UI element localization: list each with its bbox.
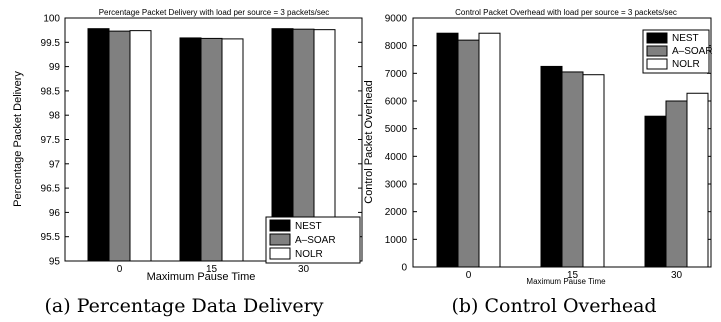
y-tick-label: 97.5 [41, 135, 61, 146]
bar-nolr-15 [583, 75, 604, 267]
y-tick-label: 95.5 [41, 232, 61, 243]
chart-title: Percentage Packet Delivery with load per… [99, 8, 330, 17]
y-tick-label: 97 [49, 159, 61, 170]
bar-nolr-30 [687, 93, 708, 267]
bar-nolr-0 [130, 31, 151, 261]
y-tick-label: 96.5 [41, 184, 61, 195]
legend-swatch [647, 33, 667, 43]
bar-nolr-15 [222, 39, 243, 261]
y-tick-label: 96 [49, 208, 61, 219]
x-tick-label: 30 [298, 264, 310, 275]
legend: NEST A–SOAR NOLR [643, 30, 713, 73]
x-axis-label: Maximum Pause Time [147, 271, 256, 283]
chart-percentage-delivery: Percentage Packet Delivery with load per… [12, 8, 362, 317]
legend-label: NOLR [295, 249, 323, 260]
bar-nest-15 [541, 66, 562, 267]
y-tick-label: 98 [49, 111, 61, 122]
legend-swatch [270, 234, 290, 245]
legend-swatch [647, 46, 667, 56]
y-tick-label: 100 [43, 14, 60, 25]
y-tick-label: 99 [49, 62, 61, 73]
legend-label: NEST [672, 33, 699, 44]
y-tick-label: 9000 [385, 14, 408, 25]
y-tick-label: 99.5 [41, 38, 61, 49]
x-axis-label: Maximum Pause Time [526, 277, 606, 286]
legend-swatch [647, 59, 667, 69]
y-tick-label: 95 [49, 257, 61, 268]
bar-nest-0 [88, 29, 109, 261]
bar-a-soar-15 [201, 38, 222, 261]
legend-swatch [270, 248, 290, 259]
bar-a-soar-0 [458, 40, 479, 267]
legend: NEST A–SOAR NOLR [266, 217, 360, 263]
bar-a-soar-30 [666, 101, 687, 267]
bar-nest-15 [180, 38, 201, 261]
y-tick-label: 4000 [385, 152, 408, 163]
bar-nest-30 [645, 116, 666, 267]
y-tick-label: 5000 [385, 124, 408, 135]
y-tick-label: 1000 [385, 235, 408, 246]
y-tick-label: 98.5 [41, 86, 61, 97]
caption: (b) Control Overhead [451, 295, 656, 317]
caption: (a) Percentage Data Delivery [45, 295, 324, 317]
bar-nest-0 [437, 33, 458, 267]
x-tick-label: 0 [117, 264, 123, 275]
chart-title: Control Packet Overhead with load per so… [455, 8, 677, 17]
bar-nolr-0 [479, 33, 500, 267]
x-tick-label: 0 [466, 270, 472, 281]
legend-label: NOLR [672, 59, 700, 70]
y-tick-label: 0 [401, 263, 407, 274]
y-tick-label: 8000 [385, 41, 408, 52]
y-tick-label: 3000 [385, 180, 408, 191]
y-axis-label: Percentage Packet Delivery [12, 71, 24, 207]
x-tick-label: 30 [671, 270, 683, 281]
chart-control-overhead: Control Packet Overhead with load per so… [363, 8, 713, 317]
legend-swatch [270, 220, 290, 231]
legend-label: NEST [295, 221, 322, 232]
bar-a-soar-15 [562, 72, 583, 267]
legend-label: A–SOAR [295, 235, 336, 246]
legend-label: A–SOAR [672, 46, 713, 57]
y-tick-label: 7000 [385, 69, 408, 80]
y-tick-label: 2000 [385, 207, 408, 218]
y-axis-label: Control Packet Overhead [363, 80, 375, 204]
bar-a-soar-0 [109, 31, 130, 261]
y-tick-label: 6000 [385, 97, 408, 108]
